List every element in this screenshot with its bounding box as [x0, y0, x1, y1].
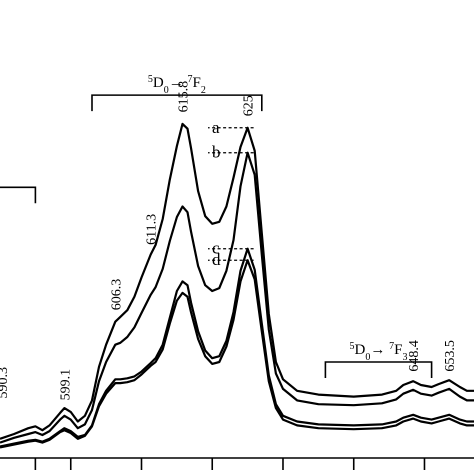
curve-label-d: d [212, 250, 221, 269]
curve-label-a: a [212, 118, 220, 137]
transition-part-up2: 7 [389, 341, 394, 352]
x-axis [0, 457, 474, 470]
transition-part-up: 5 [148, 74, 153, 85]
spectrum-curve-b [0, 151, 474, 444]
peak-label: 648.4 [407, 340, 422, 372]
transition-part-f: F [394, 342, 402, 358]
transition-part-sub: 0 [164, 85, 169, 96]
transition-part-arrow: → [370, 342, 389, 358]
transition-part-sub2: 3 [402, 352, 407, 363]
peak-label: 590.3 [0, 367, 11, 399]
peak-label: 615.8 [177, 81, 192, 113]
transition-bracket [324, 361, 433, 378]
transition-part-f: F [192, 75, 200, 91]
transition-part-d: D [355, 342, 366, 358]
transition-part-sub2: 2 [201, 85, 206, 96]
spectrum-curve-d [0, 259, 474, 449]
spectrum-curves [0, 122, 474, 449]
peak-label: 653.5 [443, 340, 458, 372]
transition-bracket [0, 186, 37, 204]
peak-label: 606.3 [109, 279, 124, 311]
peak-label: 625 [242, 95, 257, 116]
curve-label-c: c [212, 239, 220, 258]
peak-labels: 590.3 599.1 606.3 611.3 615.8 625 648.4 653.5 [0, 81, 458, 401]
peak-label: 611.3 [145, 214, 160, 245]
transition-label: 5D0→ 7F3 [350, 341, 408, 363]
spectrum-curve-c [0, 247, 474, 448]
peak-label: 599.1 [58, 369, 73, 401]
transition-part-up2: 7 [187, 74, 192, 85]
transition-part-d: D [153, 75, 164, 91]
transition-label: 5D0→ 7F2 [148, 74, 206, 96]
transition-bracket [91, 94, 263, 112]
transition-part-sub: 0 [365, 352, 370, 363]
curve-label-b: b [212, 143, 221, 162]
transition-part-arrow: → [169, 75, 188, 91]
curve-labels: ab cd [208, 118, 254, 269]
transition-part-up: 5 [350, 341, 355, 352]
spectrum-curve-a [0, 122, 474, 440]
